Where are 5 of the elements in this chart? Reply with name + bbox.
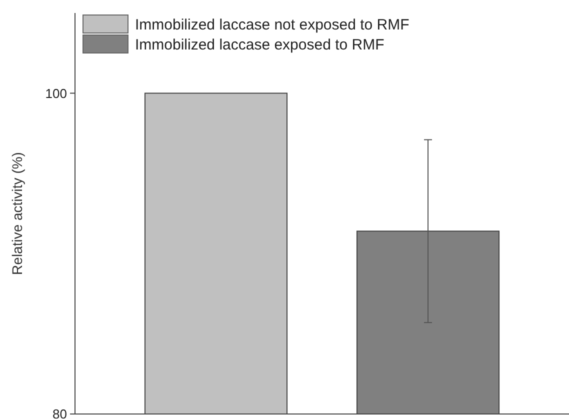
y-axis-title: Relative activity (%) xyxy=(9,152,25,275)
y-tick-label: 80 xyxy=(52,406,67,420)
legend-label: Immobilized laccase not exposed to RMF xyxy=(135,16,410,34)
y-tick-label: 100 xyxy=(45,86,67,101)
legend-label: Immobilized laccase exposed to RMF xyxy=(135,36,384,54)
